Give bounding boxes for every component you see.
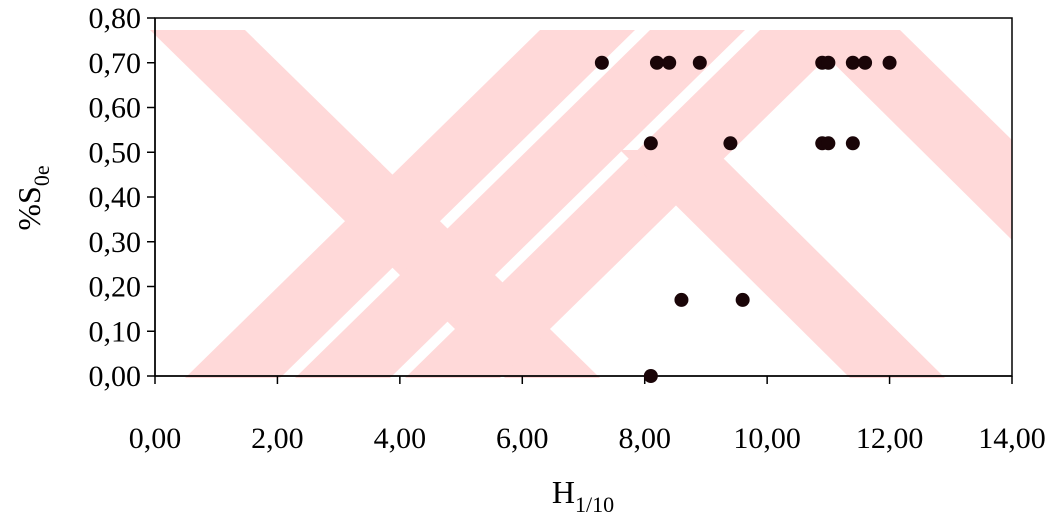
y-axis-title: %S0e xyxy=(11,165,54,230)
data-point xyxy=(643,369,658,383)
x-axis-ticks: 0,00 2,00 4,00 6,00 8,00 10,00 12,00 14,00 xyxy=(129,376,1046,455)
x-tick-label: 2,00 xyxy=(251,422,304,455)
y-tick-label: 0,80 xyxy=(89,2,142,35)
watermark-stripe-4 xyxy=(405,30,855,378)
watermark-stripe-2 xyxy=(185,30,635,378)
data-point xyxy=(674,292,689,307)
x-tick-label: 10,00 xyxy=(733,422,801,455)
watermark-stripe-6 xyxy=(800,30,1012,240)
data-point xyxy=(821,136,836,151)
x-tick-label: 0,00 xyxy=(129,422,182,455)
x-tick-label: 4,00 xyxy=(374,422,427,455)
data-point xyxy=(649,55,664,70)
data-point xyxy=(692,55,707,70)
data-point xyxy=(858,55,873,70)
y-tick-label: 0,50 xyxy=(89,136,142,169)
x-tick-label: 12,00 xyxy=(856,422,924,455)
data-point xyxy=(821,55,836,70)
y-axis-title-subscript: 0e xyxy=(29,165,54,186)
data-point xyxy=(735,292,750,307)
y-axis-ticks: 0,00 0,10 0,20 0,30 0,40 0,50 0,60 0,70 0,80 xyxy=(89,2,155,393)
watermark-stripe-5 xyxy=(620,150,945,378)
x-tick-label: 6,00 xyxy=(496,422,549,455)
watermark-logo xyxy=(150,30,1012,378)
data-point xyxy=(594,55,609,70)
data-point xyxy=(643,136,658,151)
y-axis-title-main: %S xyxy=(11,186,47,230)
y-tick-label: 0,10 xyxy=(89,315,142,348)
x-axis-title-main: H xyxy=(552,474,575,510)
y-tick-label: 0,40 xyxy=(89,181,142,214)
x-tick-label: 14,00 xyxy=(978,422,1046,455)
data-point xyxy=(662,55,677,70)
data-point xyxy=(882,55,897,70)
x-tick-label: 8,00 xyxy=(618,422,671,455)
data-points xyxy=(594,55,897,383)
x-axis-title-subscript: 1/10 xyxy=(575,492,614,517)
x-axis-title: H1/10 xyxy=(552,474,614,517)
y-tick-label: 0,00 xyxy=(89,360,142,393)
data-point xyxy=(845,136,860,151)
y-tick-label: 0,70 xyxy=(89,47,142,80)
y-tick-label: 0,30 xyxy=(89,226,142,259)
watermark-stripe-3 xyxy=(295,30,745,378)
y-tick-label: 0,20 xyxy=(89,271,142,304)
y-tick-label: 0,60 xyxy=(89,92,142,125)
data-point xyxy=(723,136,738,151)
data-point xyxy=(845,55,860,70)
